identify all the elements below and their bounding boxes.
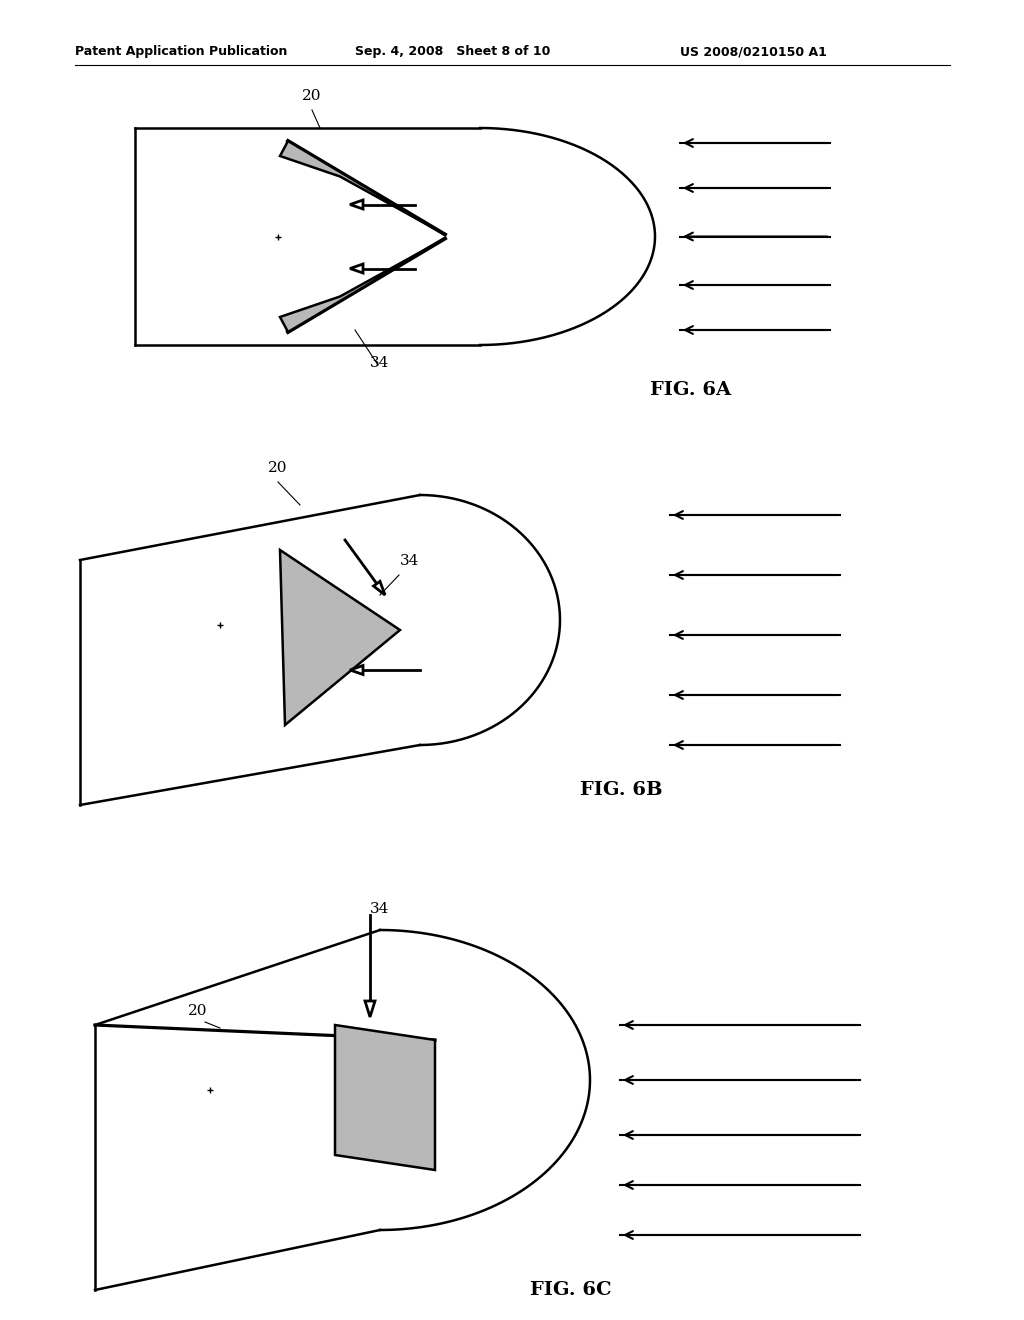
- Polygon shape: [374, 581, 385, 595]
- Text: Patent Application Publication: Patent Application Publication: [75, 45, 288, 58]
- Polygon shape: [350, 201, 362, 209]
- Text: FIG. 6A: FIG. 6A: [650, 381, 731, 399]
- Text: 20: 20: [268, 461, 288, 475]
- Text: 34: 34: [370, 356, 389, 370]
- Polygon shape: [365, 1001, 375, 1016]
- Text: 34: 34: [400, 554, 420, 568]
- Text: 20: 20: [302, 88, 322, 103]
- Polygon shape: [335, 1026, 435, 1170]
- Polygon shape: [280, 550, 400, 725]
- Polygon shape: [350, 264, 362, 273]
- Text: Sep. 4, 2008   Sheet 8 of 10: Sep. 4, 2008 Sheet 8 of 10: [355, 45, 550, 58]
- Text: 20: 20: [188, 1005, 208, 1018]
- Polygon shape: [350, 665, 362, 675]
- Text: US 2008/0210150 A1: US 2008/0210150 A1: [680, 45, 826, 58]
- Text: FIG. 6B: FIG. 6B: [580, 781, 663, 799]
- Polygon shape: [280, 239, 445, 333]
- Text: 34: 34: [370, 902, 389, 916]
- Polygon shape: [280, 141, 445, 235]
- Text: FIG. 6C: FIG. 6C: [530, 1280, 611, 1299]
